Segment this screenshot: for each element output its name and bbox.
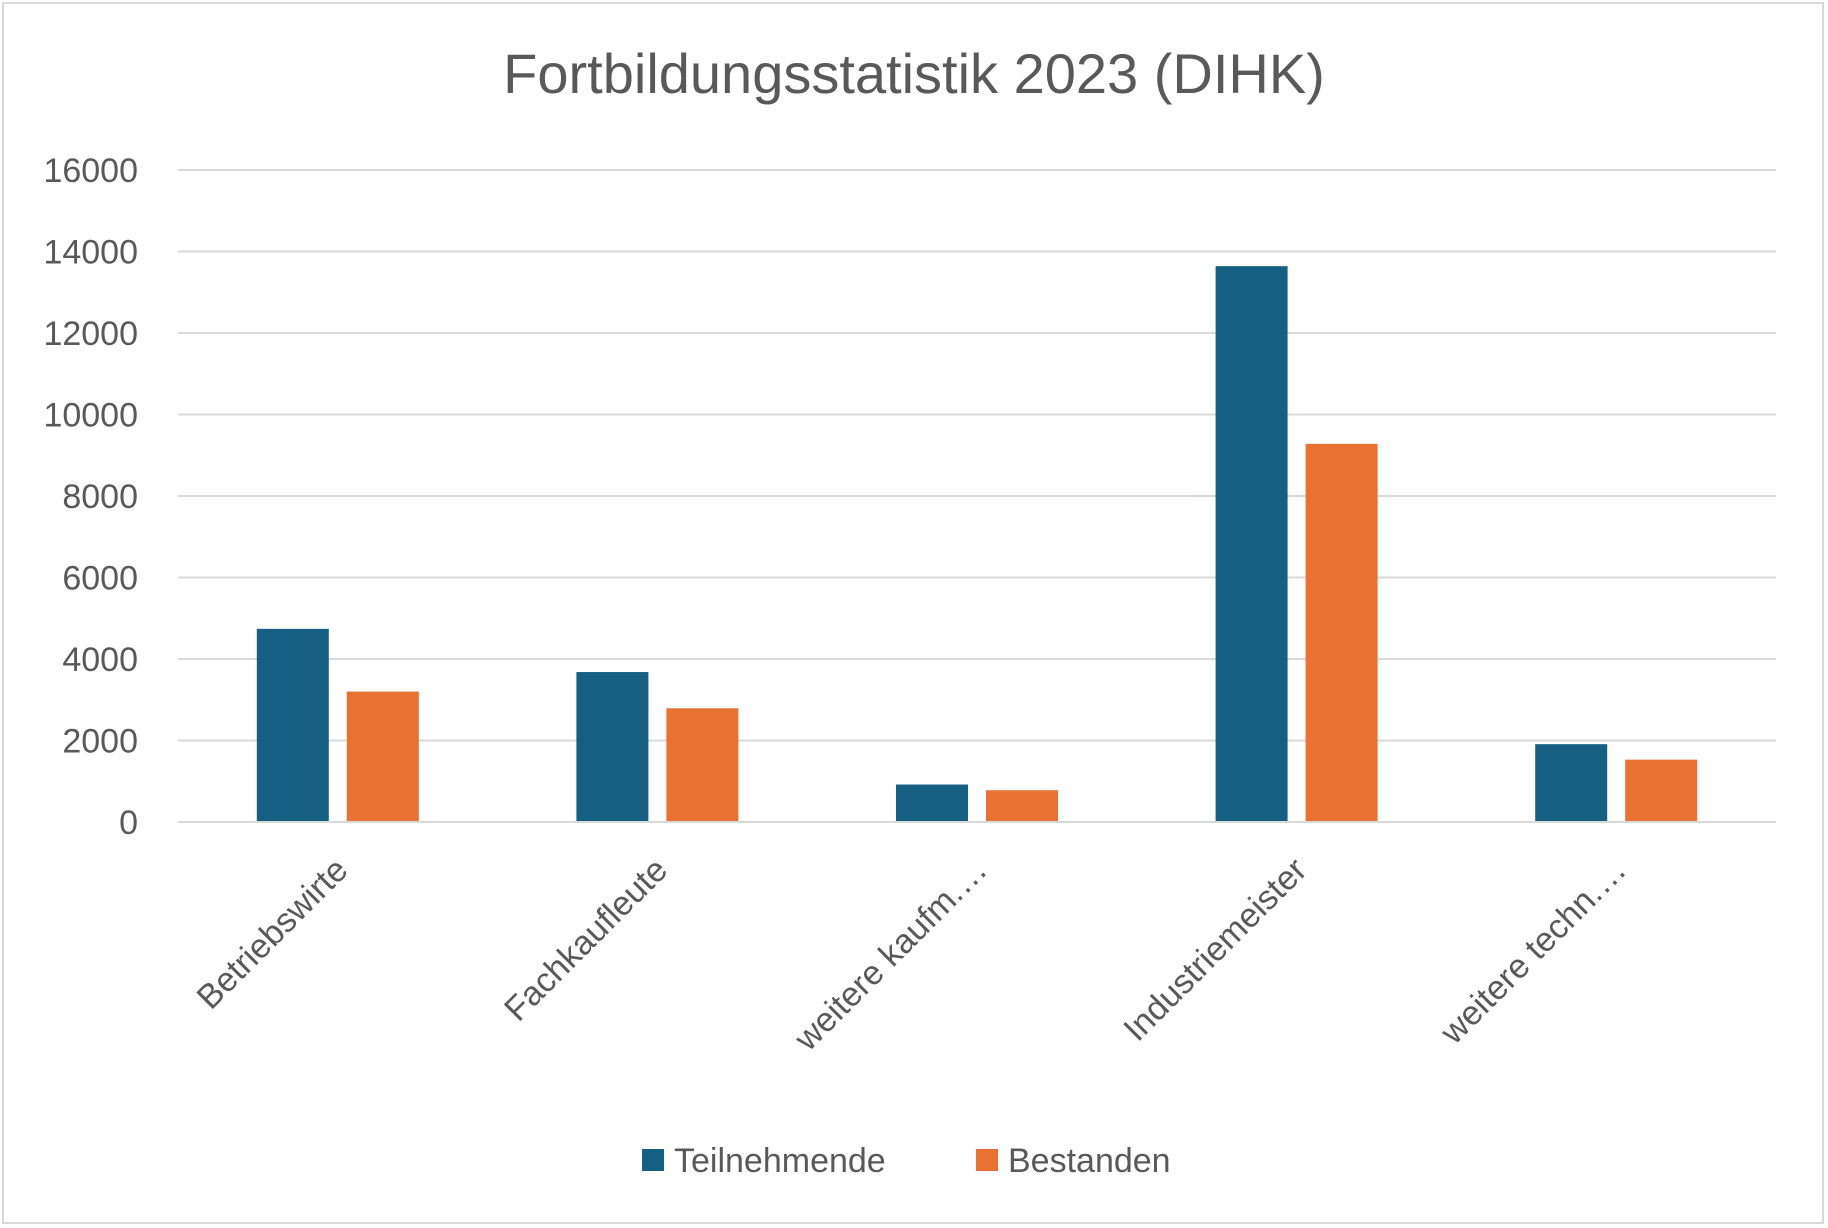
gridlines (178, 169, 1776, 742)
bar-teilnehmende-3 (1215, 266, 1288, 822)
legend: Teilnehmende Bestanden (642, 1142, 1171, 1180)
y-tick-label: 10000 (43, 397, 138, 435)
legend-label-teilnehmende: Teilnehmende (674, 1142, 886, 1180)
x-category-label: Betriebswirte (190, 851, 356, 1017)
x-category-label: Industriemeister (1116, 851, 1314, 1049)
y-axis-tick-labels: 0 2000 4000 6000 8000 10000 12000 14000 16000 (43, 152, 138, 842)
bar-teilnehmende-2 (896, 784, 968, 822)
y-tick-label: 12000 (43, 315, 138, 353)
bar-bestanden-2 (986, 790, 1058, 822)
legend-label-bestanden: Bestanden (1008, 1142, 1171, 1180)
y-tick-label: 4000 (62, 641, 138, 679)
x-category-label: weitere kaufm.… (787, 851, 995, 1059)
legend-swatch-teilnehmende (642, 1149, 664, 1171)
y-tick-label: 6000 (62, 560, 138, 598)
bar-bestanden-4 (1625, 759, 1698, 822)
y-tick-label: 16000 (43, 152, 138, 190)
x-axis-category-labels: Betriebswirte Fachkaufleute weitere kaufm.… (190, 851, 1634, 1059)
y-tick-label: 0 (119, 804, 138, 842)
bars (256, 266, 1698, 822)
y-tick-label: 8000 (62, 478, 138, 516)
bar-bestanden-0 (346, 691, 419, 822)
bar-teilnehmende-4 (1535, 744, 1608, 822)
bar-teilnehmende-0 (256, 628, 329, 822)
y-tick-label: 2000 (62, 723, 138, 761)
legend-swatch-bestanden (976, 1149, 998, 1171)
bar-bestanden-1 (666, 708, 739, 822)
x-category-label: Fachkaufleute (497, 851, 675, 1029)
y-tick-label: 14000 (43, 234, 138, 272)
x-category-label: weitere techn.… (1433, 851, 1634, 1052)
chart-title: Fortbildungsstatistik 2023 (DIHK) (503, 42, 1325, 105)
bar-bestanden-3 (1305, 443, 1378, 822)
bar-teilnehmende-1 (576, 672, 649, 822)
